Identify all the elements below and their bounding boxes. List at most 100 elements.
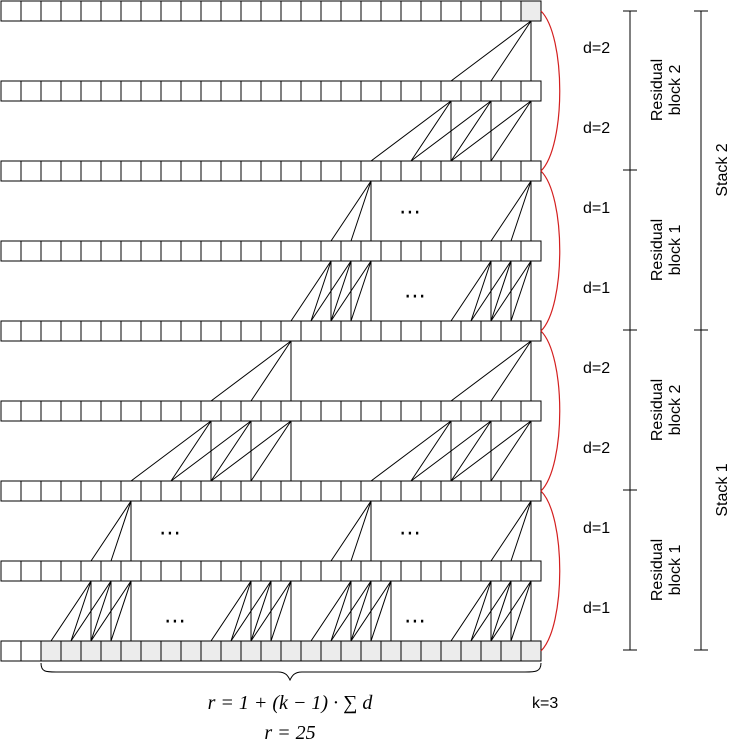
residual-block-label-line2: block 2	[667, 65, 684, 116]
layer-7-cell-26	[520, 80, 542, 102]
layer-8-cell-10	[200, 0, 222, 22]
dependency-line	[490, 580, 532, 642]
layer-0-cell-23	[460, 640, 482, 662]
layer-6-cell-0	[0, 160, 22, 182]
dependency-line	[170, 420, 212, 482]
dilation-label: d=1	[583, 600, 610, 617]
layer-5-cell-13	[260, 240, 282, 262]
layer-1-cell-1	[20, 560, 42, 582]
layer-5-cell-26	[520, 240, 542, 262]
layer-6-cell-3	[60, 160, 82, 182]
dependency-line	[510, 580, 532, 642]
dependency-line	[250, 420, 292, 482]
layer-5-cell-23	[460, 240, 482, 262]
layer-5-cell-4	[80, 240, 102, 262]
residual-connections	[540, 10, 561, 652]
layer-4-cell-12	[240, 320, 262, 342]
receptive-field-result: r = 25	[264, 722, 315, 744]
dependency-line	[70, 580, 92, 642]
layer-5-cell-12	[240, 240, 262, 262]
layer-3-cell-15	[300, 400, 322, 422]
layer-4-cell-23	[460, 320, 482, 342]
layer-8-cell-6	[120, 0, 142, 22]
dependency-line	[370, 420, 452, 482]
layer-3-cell-20	[400, 400, 422, 422]
layer-3-cell-10	[200, 400, 222, 422]
residual-block-label-line2: block 1	[667, 545, 684, 596]
layer-5-cell-0	[0, 240, 22, 262]
layer-4-cell-15	[300, 320, 322, 342]
grouping-brackets	[623, 10, 708, 651]
residual-block-bracket	[623, 169, 637, 331]
layer-5-cell-9	[180, 240, 202, 262]
layer-1-cell-0	[0, 560, 22, 582]
layer-6-cell-11	[220, 160, 242, 182]
residual-block-bracket	[623, 329, 637, 491]
layer-0-cell-25	[500, 640, 522, 662]
dependency-line	[90, 580, 112, 642]
layer-5-cell-3	[60, 240, 82, 262]
layer-4-cell-14	[280, 320, 302, 342]
layer-0-cell-21	[420, 640, 442, 662]
layer-8-cell-15	[300, 0, 322, 22]
layer-8-cell-12	[240, 0, 262, 22]
layer-7-cell-0	[0, 80, 22, 102]
dependency-line	[450, 580, 492, 642]
dependency-line	[330, 260, 372, 322]
residual-block-label: Residual block 1	[649, 539, 684, 601]
layer-5-cell-7	[140, 240, 162, 262]
layer-6-cell-15	[300, 160, 322, 182]
dependency-line	[490, 420, 532, 482]
dependency-line	[510, 500, 532, 562]
dependency-line	[410, 420, 492, 482]
residual-block-label-line2: block 1	[667, 225, 684, 276]
layer-3-cell-11	[220, 400, 242, 422]
layer-5-cell-11	[220, 240, 242, 262]
layer-4-cell-26	[520, 320, 542, 342]
dependency-line	[250, 580, 272, 642]
layer-0-cell-12	[240, 640, 262, 662]
layer-4-cell-7	[140, 320, 162, 342]
layer-3-cell-6	[120, 400, 142, 422]
residual-block-bracket	[623, 489, 637, 651]
dependency-line	[450, 420, 532, 482]
stack-labels: Stack 2 Stack 1	[714, 143, 731, 516]
layer-5-cell-24	[480, 240, 502, 262]
dilation-label: d=1	[583, 280, 610, 297]
layer-0-cell-2	[40, 640, 62, 662]
layer-7-cell-6	[120, 80, 142, 102]
layer-1-cell-8	[160, 560, 182, 582]
residual-block-label: Residual block 1	[649, 219, 684, 281]
layer-2-cell-18	[360, 480, 382, 502]
residual-block-label-line1: Residual	[649, 219, 666, 281]
layer-7-cell-21	[420, 80, 442, 102]
layer-3-cell-16	[320, 400, 342, 422]
layer-4-cell-22	[440, 320, 462, 342]
receptive-field-brace	[40, 662, 542, 682]
layer-8-cell-1	[20, 0, 42, 22]
layer-2-cell-3	[60, 480, 82, 502]
layer-2-cell-7	[140, 480, 162, 502]
layer-8-cell-14	[280, 0, 302, 22]
dependency-line	[50, 580, 92, 642]
layer-8-cell-11	[220, 0, 242, 22]
layer-8-cell-20	[400, 0, 422, 22]
layer-6-cell-17	[340, 160, 362, 182]
layer-3-cell-26	[520, 400, 542, 422]
layer-0-cell-11	[220, 640, 242, 662]
residual-block-labels: Residual block 2 Residual block 1 Residual bl…	[649, 59, 684, 601]
layer-5-cell-20	[400, 240, 422, 262]
layer-0-cell-22	[440, 640, 462, 662]
dependency-line	[470, 260, 512, 322]
layer-6-cell-25	[500, 160, 522, 182]
layer-0-cell-5	[100, 640, 122, 662]
layer-5-cell-14	[280, 240, 302, 262]
dependency-line	[330, 260, 352, 322]
layer-8-cell-0	[0, 0, 22, 22]
dependency-line	[110, 500, 132, 562]
layer-3-cell-9	[180, 400, 202, 422]
dependency-line	[470, 580, 492, 642]
dependency-line	[490, 100, 532, 162]
dependency-line	[210, 580, 252, 642]
